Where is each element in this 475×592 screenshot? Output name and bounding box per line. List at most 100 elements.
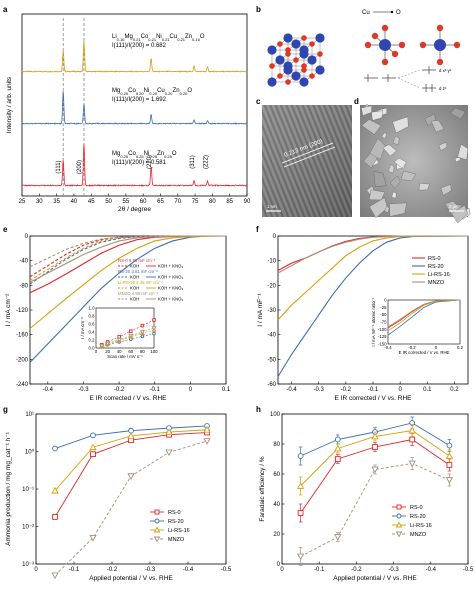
lsv-e-legend-text: MNZO 4.96 mF cm⁻² — [118, 291, 159, 296]
lsv-f-inset-xtick: 0.2 — [457, 345, 464, 350]
lsv-e-inset-point — [116, 337, 122, 343]
xrd-xtick-label: 70 — [174, 199, 181, 205]
orbital-dx2y2-label: d x²-y² — [439, 68, 452, 73]
lsv-f-inset-ytick: -25 — [380, 305, 387, 310]
lsv-e-xtick-label: -0.3 — [78, 387, 89, 393]
lsv-e-inset-point — [129, 329, 133, 333]
fe-legend-marker — [396, 513, 402, 519]
rock-salt-lattice — [267, 33, 325, 87]
lsv-f-series-line — [277, 235, 469, 377]
fe-xtick-label: 0 — [280, 567, 284, 573]
lattice-cation — [275, 55, 285, 65]
fe-xtick-label: -0.1 — [314, 567, 325, 573]
lsv-e-legend-kno: KOH + KNO₃ — [158, 264, 184, 269]
lattice-cation — [267, 77, 277, 87]
lsv-e-legend-text: RS-20 3.61 mF cm⁻² — [118, 269, 158, 274]
fe-xtick-label: -0.5 — [463, 567, 474, 573]
lsv-f-y-axis-label: I / mA mF⁻¹ — [257, 292, 264, 326]
hrtem-image-panel: 0.213 nm (200) 1 nm — [262, 105, 352, 217]
panel-label-c: c — [256, 97, 261, 106]
panel-label-d: d — [354, 97, 359, 106]
sem-flake — [373, 171, 387, 187]
lsv-e-xtick-label: -0.1 — [150, 387, 161, 393]
panel-label-e: e — [3, 225, 8, 234]
sem-flake — [393, 157, 407, 169]
lsv-e-inset-xtick: 100 — [150, 349, 158, 354]
xrd-ratio-label: I(111)/I(200) = 1.692 — [112, 97, 167, 103]
fe-axes-frame — [281, 413, 469, 565]
lsv-e-legend-text: RS-0 6.93 mF cm⁻² — [118, 258, 156, 263]
lsv-e-inset-xtick: 40 — [117, 349, 122, 354]
fe-legend-label: Li-RS-16 — [410, 523, 432, 529]
fe-legend-label: MNZO — [410, 532, 427, 538]
nh3-legend-label: Li-RS-16 — [168, 528, 190, 534]
fe-point — [446, 462, 453, 468]
lsv-e-ytick-label: 0 — [25, 234, 29, 240]
fe-point — [297, 510, 304, 516]
lsv-e-inset-ytick: 0.2 — [89, 338, 96, 343]
xrd-xtick-label: 55 — [123, 199, 130, 205]
fe-point — [334, 444, 342, 452]
sem-flakes — [361, 103, 471, 224]
nh3-y-axis-label: Ammonia production / mg mg_cat⁻¹ h⁻¹ — [5, 431, 12, 546]
lsv-e-legend-text: Li-RS-16 4.46 mF cm⁻² — [118, 280, 163, 285]
lsv-f-xtick-label: -0.4 — [286, 387, 297, 393]
nh3-ytick-label: 10⁻¹ — [22, 487, 34, 493]
lsv-e-inset-xtick: 80 — [140, 349, 145, 354]
fe-point — [408, 460, 416, 468]
lsv-f-xtick-label: -0.2 — [341, 387, 352, 393]
fe-point — [408, 426, 416, 434]
lsv-e-ytick-label: -160 — [16, 333, 29, 339]
lattice-cation — [315, 33, 325, 43]
lattice-cation — [299, 45, 309, 55]
lsv-e-inset-ytick: 0.4 — [89, 330, 96, 335]
sem-scalebar-label: 2 μm — [449, 204, 459, 209]
nh3-point — [90, 432, 96, 439]
sem-flake — [438, 142, 448, 151]
fe-xtick-label: -0.2 — [351, 567, 362, 573]
lsv-f-inset-frame — [387, 299, 461, 345]
lsv-f-inset-ytick: -125 — [378, 334, 387, 339]
sem-flake — [369, 197, 388, 218]
nh3-xtick-label: -0.4 — [183, 567, 194, 573]
fe-point — [371, 466, 379, 474]
lsv-f-inset-line — [387, 299, 461, 328]
lsv-e-legend-koh: KOH — [130, 297, 139, 302]
nh3-point — [52, 514, 58, 520]
lsv-e-inset-point — [99, 343, 105, 349]
xrd-xtick-label: 30 — [36, 199, 43, 205]
fe-ytick-label: 20 — [273, 532, 280, 538]
lsv-f-legend-label: RS-20 — [428, 264, 444, 270]
lsv-e-nitrate-line — [29, 235, 226, 283]
lsv-e-legend-kno: KOH + KNO₃ — [158, 286, 184, 291]
lsv-f-ytick-label: -50 — [267, 357, 276, 363]
lsv-e-inset-xtick: 60 — [128, 349, 133, 354]
cu-label: Cu — [362, 10, 370, 16]
sem-flake — [371, 110, 383, 121]
fe-point — [334, 456, 341, 462]
lsv-f-xtick-label: 0 — [398, 387, 402, 393]
fe-point — [296, 553, 305, 561]
lsv-e-inset-xtick: 20 — [105, 349, 110, 354]
xrd-series-line — [21, 41, 248, 73]
fe-ytick-label: 80 — [273, 442, 280, 448]
fe-point — [371, 432, 379, 440]
lsv-e-nitrate-line — [29, 235, 227, 329]
xrd-peak-label: (311) — [190, 155, 196, 169]
nh3-ytick-label: 10¹ — [25, 412, 34, 418]
o-label: O — [396, 10, 401, 16]
xrd-series-line — [21, 91, 247, 125]
xrd-xtick-label: 90 — [244, 199, 251, 205]
sem-flake — [392, 135, 400, 146]
xrd-peak-label: (111) — [56, 160, 62, 173]
orbital-dz2-label: d z² — [439, 86, 447, 91]
fe-legend-marker — [395, 531, 403, 538]
xrd-series-label: Mg0.25Co0.25Ni0.25Zn0.25O — [112, 151, 177, 159]
nh3-point — [90, 451, 96, 457]
lsv-f-series-line — [277, 235, 469, 321]
lsv-f-inset-line — [387, 299, 461, 336]
sem-flake — [369, 138, 386, 160]
nh3-legend-marker — [153, 526, 161, 533]
lsv-f-inset-xtick: -0.4 — [384, 345, 392, 350]
lsv-f-inset-ytick: -100 — [378, 327, 387, 332]
